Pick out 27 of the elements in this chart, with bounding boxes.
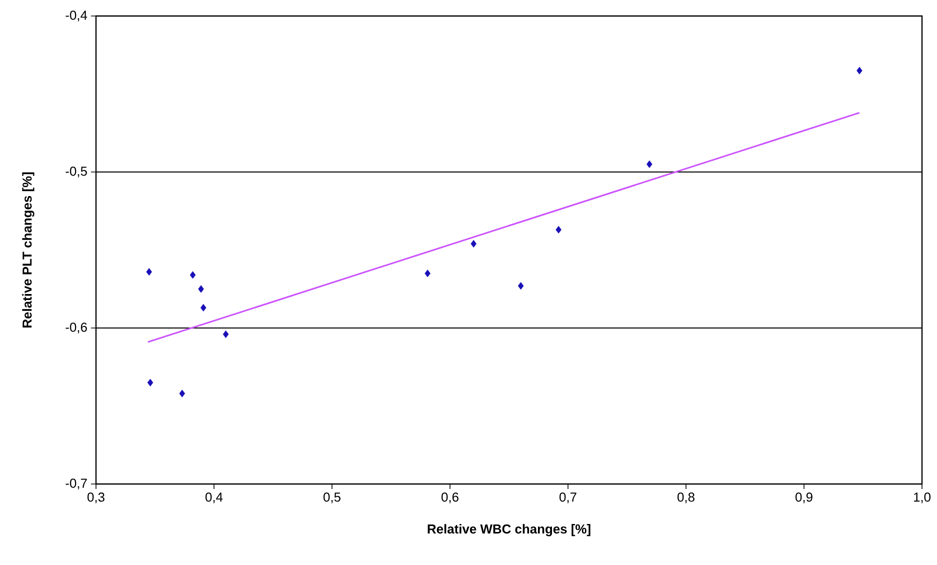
point: [518, 282, 524, 290]
point: [146, 268, 152, 276]
x-tick-label: 0,8: [678, 492, 694, 504]
y-tick-label: -0,4: [66, 10, 88, 22]
x-tick-label: 0,9: [796, 492, 812, 504]
y-tick-label: -0,5: [66, 166, 87, 178]
x-tick-label: 0,6: [442, 492, 458, 504]
point: [470, 240, 476, 248]
point: [179, 390, 186, 398]
point: [856, 66, 862, 74]
x-tick-label: 0,5: [324, 492, 340, 504]
point: [200, 304, 206, 312]
y-tick-label: -0,6: [66, 322, 87, 334]
point: [424, 270, 430, 278]
x-tick-label: 0,3: [88, 492, 104, 504]
point: [147, 378, 154, 386]
x-tick-label: 1,0: [914, 492, 931, 504]
y-axis-title: Relative PLT changes [%]: [22, 172, 34, 328]
point: [198, 285, 204, 293]
x-tick-label: 0,4: [206, 492, 223, 504]
x-axis-title: Relative WBC changes [%]: [428, 524, 590, 536]
y-tick-label: -0,7: [66, 478, 87, 490]
x-tick-label: 0,7: [560, 492, 576, 504]
point: [190, 271, 196, 279]
point: [222, 330, 229, 338]
point: [556, 226, 562, 234]
point: [646, 160, 652, 168]
